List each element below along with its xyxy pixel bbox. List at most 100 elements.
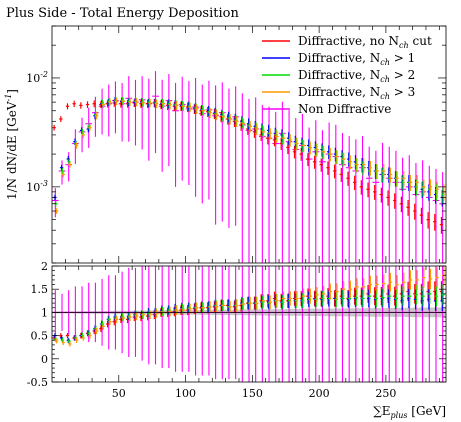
series-ratio-point (361, 289, 365, 308)
series-point (228, 113, 232, 125)
series-point (388, 167, 393, 183)
reference-ratio-point (412, 266, 420, 382)
series-point (85, 101, 90, 108)
series-point (81, 131, 85, 139)
legend-label: Non Diffractive (298, 102, 391, 116)
reference-ratio-point (392, 266, 400, 382)
series-ratio-point (208, 301, 212, 313)
reference-ratio-point (238, 266, 246, 382)
series-point (248, 121, 252, 133)
series-point (201, 106, 206, 116)
series-ratio-point (268, 295, 272, 309)
y-tick-label: 10-2​ (26, 70, 48, 85)
x-tick-label: 150 (242, 387, 263, 400)
series-point (352, 175, 357, 191)
ratio-y-tick-label: -0.5 (27, 376, 48, 389)
ratio-y-tick-label: 0.5 (31, 330, 49, 343)
series-point (292, 145, 297, 159)
series-ratio-point (61, 340, 65, 346)
series-ratio-point (155, 308, 159, 318)
series-point (373, 185, 377, 200)
series-point (326, 161, 330, 175)
reference-point (165, 74, 173, 167)
reference-ratio-point (372, 266, 380, 382)
reference-point (232, 86, 239, 226)
series-point (215, 109, 219, 121)
series-point (52, 124, 56, 131)
series-point (321, 145, 326, 159)
series-point (413, 203, 417, 220)
reference-ratio-point (232, 266, 239, 380)
reference-point (432, 168, 440, 263)
series-point (92, 100, 96, 108)
series-point (275, 130, 279, 143)
reference-point (425, 165, 433, 263)
reference-point (419, 160, 426, 263)
series-point (101, 101, 105, 109)
series-ratio-point (74, 337, 79, 343)
reference-ratio-point (432, 266, 440, 382)
reference-point (325, 122, 333, 263)
series-point (295, 137, 299, 151)
series-ratio-point (414, 284, 419, 305)
series-ratio-point (181, 305, 186, 316)
series-point (315, 143, 319, 157)
series-point (426, 212, 430, 229)
series-point (368, 160, 373, 176)
series-ratio-point (401, 286, 405, 306)
reference-point (212, 85, 219, 225)
reference-point (299, 113, 306, 263)
series-ratio-point (101, 323, 105, 330)
reference-ratio-point (198, 266, 206, 376)
series-ratio-point (201, 302, 206, 314)
series-point (281, 132, 286, 145)
series-ratio-point (221, 299, 226, 312)
reference-point (392, 150, 400, 263)
series-ratio-point (99, 325, 103, 332)
reference-ratio-point (425, 266, 433, 382)
reference-point (112, 81, 119, 134)
series-point (422, 179, 426, 196)
series-ratio-point (105, 320, 110, 328)
series-point (121, 97, 125, 106)
reference-ratio-point (192, 266, 199, 376)
series-point (395, 171, 399, 187)
series-ratio-point (281, 291, 286, 306)
series-point (382, 164, 386, 180)
series-point (108, 98, 112, 106)
x-tick-label: 250 (375, 387, 396, 400)
series-ratio-point (354, 288, 358, 307)
reference-ratio-point (332, 266, 340, 382)
series-point (148, 98, 152, 108)
series-point (208, 107, 212, 118)
series-ratio-point (114, 315, 119, 323)
x-tick-label: 50 (112, 387, 126, 400)
series-ratio-point (434, 285, 439, 307)
series-point (319, 158, 323, 172)
series-ratio-point (402, 272, 406, 292)
series-point (175, 101, 179, 111)
series-point (61, 171, 65, 178)
series-ratio-point (81, 335, 85, 341)
series-ratio-point (387, 286, 392, 306)
reference-point (145, 78, 153, 161)
reference-ratio-point (265, 266, 273, 382)
series-point (348, 155, 353, 170)
reference-point (385, 146, 393, 263)
series-ratio-point (295, 291, 299, 306)
reference-ratio-point (399, 266, 406, 382)
reference-point (172, 82, 179, 187)
series-point (342, 152, 346, 167)
series-ratio-point (148, 310, 152, 319)
series-point (261, 126, 266, 139)
series-ratio-point (347, 290, 352, 307)
series-point (181, 101, 186, 112)
reference-ratio-point (292, 266, 300, 382)
reference-ratio-point (285, 266, 293, 382)
legend-entry: Diffractive, Nch​ > 3 (262, 85, 415, 101)
series-ratio-point (235, 299, 239, 312)
series-ratio-point (375, 275, 379, 294)
series-ratio-point (408, 286, 412, 306)
reference-ratio-point (359, 266, 366, 382)
reference-point (332, 124, 340, 263)
